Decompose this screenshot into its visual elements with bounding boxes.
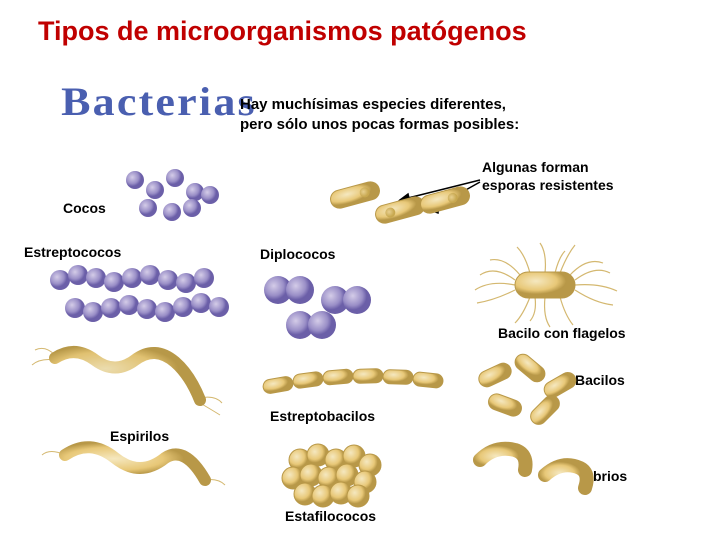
shape-estreptococos [50, 265, 229, 322]
bacteria-diagram [0, 0, 728, 546]
shape-bacilos-esporas [329, 180, 472, 225]
shape-cocos [126, 169, 219, 221]
shape-espirilos [32, 348, 225, 485]
shape-estreptobacilos [262, 368, 444, 394]
shape-bacilo-flagelos [475, 243, 617, 327]
shape-estafilococos [282, 444, 381, 507]
shape-diplococos [264, 276, 371, 339]
shape-vibrios [480, 449, 587, 488]
shape-bacilos [476, 351, 579, 428]
